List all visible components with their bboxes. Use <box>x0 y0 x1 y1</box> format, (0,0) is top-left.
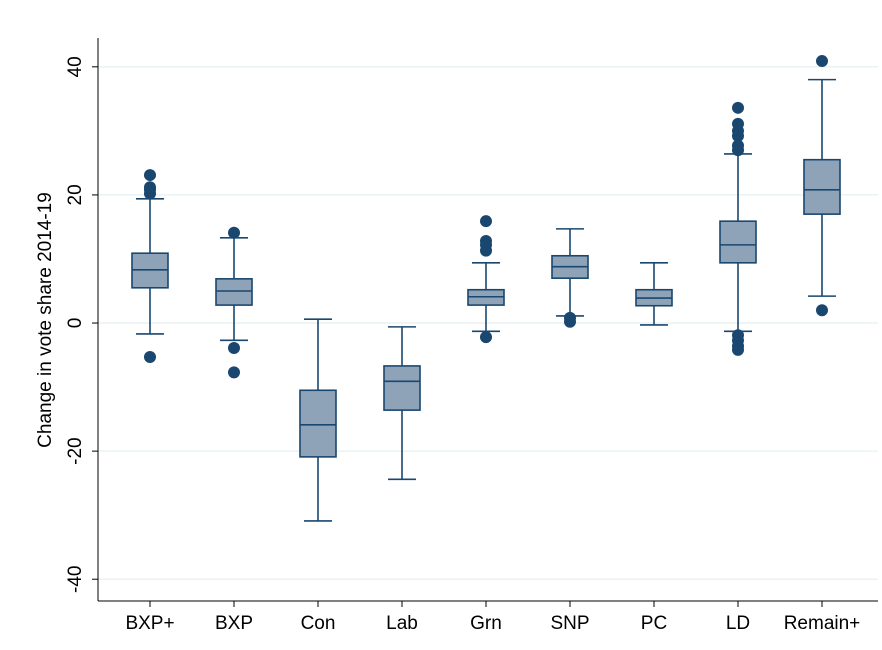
x-tick-label: Con <box>301 613 336 634</box>
y-tick-label: -40 <box>65 565 86 592</box>
outlier <box>564 315 576 328</box>
outlier <box>228 226 240 239</box>
y-tick-label: 20 <box>65 184 86 205</box>
x-tick-label: BXP <box>215 613 253 634</box>
outlier <box>480 244 492 257</box>
outlier <box>228 366 240 379</box>
outlier <box>732 144 744 157</box>
x-tick-label: PC <box>641 613 667 634</box>
outlier <box>228 342 240 355</box>
outlier <box>816 304 828 317</box>
box <box>803 158 841 215</box>
outlier <box>480 331 492 344</box>
box <box>719 220 757 264</box>
outlier <box>144 169 156 182</box>
outlier <box>144 350 156 363</box>
x-tick-label: LD <box>726 613 750 634</box>
outlier <box>732 101 744 114</box>
outlier <box>144 187 156 200</box>
box <box>299 389 337 458</box>
outlier <box>816 55 828 68</box>
x-tick-label: Lab <box>386 613 418 634</box>
x-tick-label: SNP <box>550 613 589 634</box>
x-tick-label: Grn <box>470 613 502 634</box>
x-tick-label: BXP+ <box>125 613 174 634</box>
y-tick-label: 40 <box>65 56 86 77</box>
outlier <box>480 215 492 228</box>
box <box>215 278 253 306</box>
y-axis-label: Change in vote share 2014-19 <box>35 192 56 448</box>
y-tick-label: 0 <box>65 318 86 329</box>
outlier <box>732 129 744 142</box>
y-tick-label: -20 <box>65 437 86 464</box>
box <box>383 365 421 411</box>
x-tick-label: Remain+ <box>784 613 861 634</box>
outlier <box>732 343 744 356</box>
